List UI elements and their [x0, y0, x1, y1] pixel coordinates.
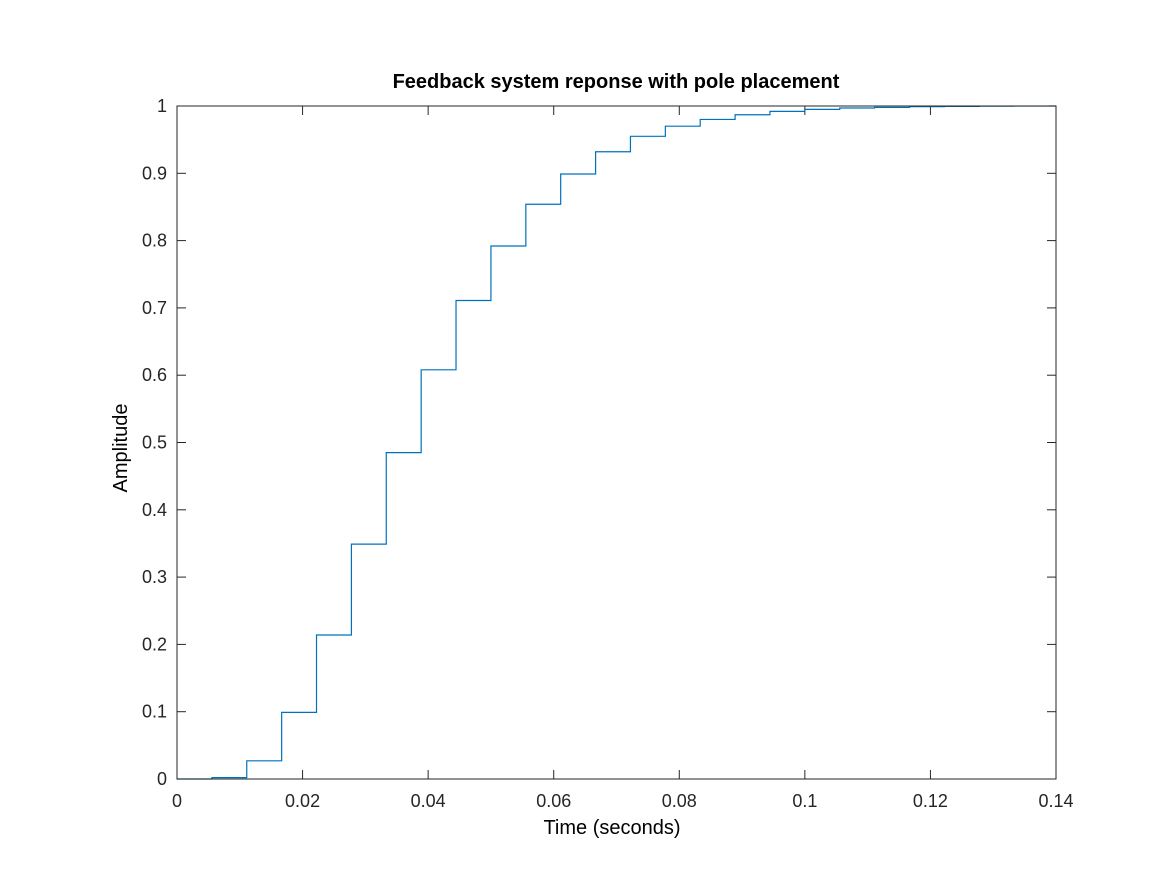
y-tick-label: 0.2: [142, 634, 167, 654]
plot-box: [176, 105, 1057, 780]
y-tick-label: 0.7: [142, 298, 167, 318]
x-tick-label: 0.1: [792, 791, 817, 811]
x-axis-label: Time (seconds): [543, 817, 680, 839]
y-tick-labels: 0 0.1 0.2 0.3 0.4 0.5 0.6 0.7 0.8 0.9 1: [142, 96, 167, 789]
x-tick-labels: 0 0.02 0.04 0.06 0.08 0.1 0.12 0.14: [172, 791, 1074, 811]
plot-area: [177, 106, 1056, 779]
y-tick-label: 0.4: [142, 500, 167, 520]
x-tick-label: 0.14: [1038, 791, 1073, 811]
y-tick-label: 0.6: [142, 365, 167, 385]
series-line: [177, 105, 1056, 780]
chart-title: Feedback system reponse with pole placem…: [393, 71, 840, 93]
x-tick-label: 0.02: [285, 791, 320, 811]
y-tick-label: 0.8: [142, 231, 167, 251]
x-tick-label: 0: [172, 791, 182, 811]
y-tick-label: 0.3: [142, 567, 167, 587]
y-tick-label: 0.1: [142, 702, 167, 722]
y-tick-label: 1: [157, 96, 167, 116]
y-tick-label: 0.9: [142, 163, 167, 183]
x-tick-label: 0.04: [411, 791, 446, 811]
y-axis-label: Amplitude: [110, 404, 132, 493]
y-tick-label: 0: [157, 769, 167, 789]
y-tick-label: 0.5: [142, 433, 167, 453]
x-tick-label: 0.12: [913, 791, 948, 811]
x-tick-label: 0.08: [662, 791, 697, 811]
x-tick-label: 0.06: [536, 791, 571, 811]
